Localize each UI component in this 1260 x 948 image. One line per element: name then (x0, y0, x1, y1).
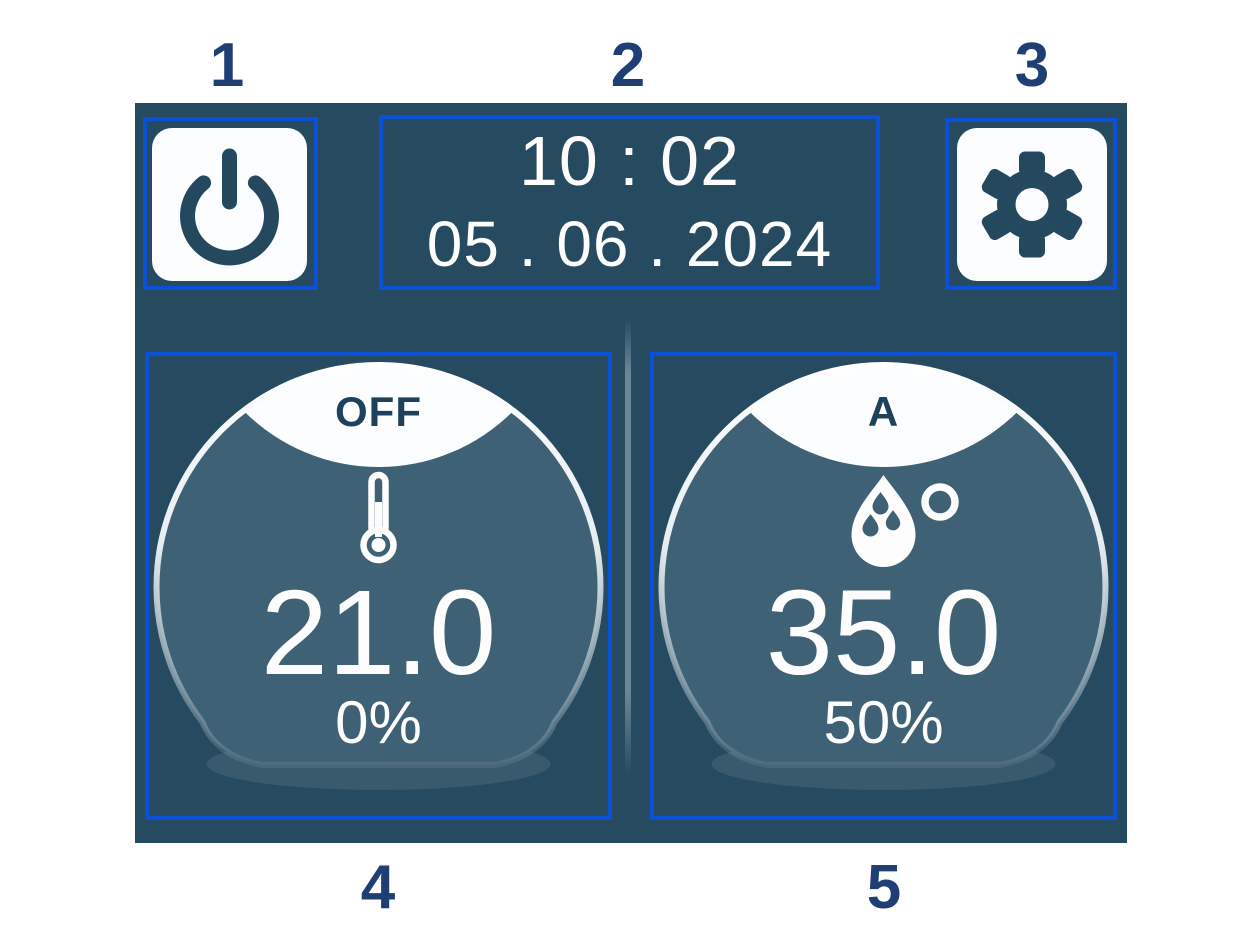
time-text: 10 : 02 (518, 121, 741, 200)
humidity-value: 35.0 (766, 564, 1002, 700)
device-screen: 10 : 02 05 . 06 . 2024 (135, 103, 1127, 843)
callout-5-humidity: 5 (866, 853, 902, 922)
tile-divider (625, 318, 631, 775)
humidity-tile[interactable]: A 35.0 50% (650, 352, 1117, 820)
callout-4-temperature: 4 (360, 853, 396, 922)
water-drop-icon (851, 475, 959, 567)
temperature-value: 21.0 (261, 564, 497, 700)
callout-3-settings: 3 (1014, 31, 1050, 100)
humidity-percent: 50% (823, 689, 943, 756)
degree-ring-icon (921, 483, 959, 521)
clock-display[interactable]: 10 : 02 05 . 06 . 2024 (379, 115, 880, 290)
humidity-mode-badge: A (868, 388, 899, 435)
callout-1-power: 1 (209, 31, 245, 100)
settings-button[interactable] (945, 118, 1117, 290)
power-icon (180, 148, 279, 266)
temperature-percent: 0% (335, 689, 422, 756)
temperature-dial (156, 365, 601, 765)
date-text: 05 . 06 . 2024 (426, 207, 833, 280)
gear-icon (981, 151, 1083, 258)
temperature-mode-badge: OFF (335, 388, 422, 435)
power-button[interactable] (143, 117, 318, 290)
thermometer-icon (360, 471, 397, 564)
callout-2-clock: 2 (610, 31, 646, 100)
temperature-tile[interactable]: OFF 21.0 0% (145, 352, 612, 820)
